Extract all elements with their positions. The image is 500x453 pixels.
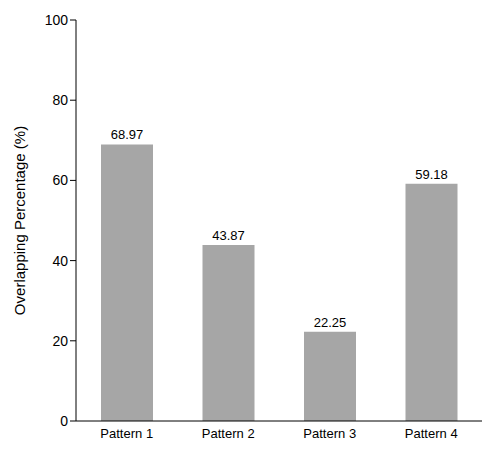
svg-text:100: 100 bbox=[45, 12, 69, 28]
svg-text:22.25: 22.25 bbox=[314, 315, 347, 330]
svg-text:Overlapping Percentage (%): Overlapping Percentage (%) bbox=[11, 126, 28, 315]
svg-text:60: 60 bbox=[52, 172, 68, 188]
svg-text:20: 20 bbox=[52, 333, 68, 349]
svg-text:Pattern 1: Pattern 1 bbox=[100, 426, 153, 441]
svg-text:43.87: 43.87 bbox=[212, 228, 245, 243]
svg-text:68.97: 68.97 bbox=[111, 127, 144, 142]
svg-text:Pattern 4: Pattern 4 bbox=[405, 426, 458, 441]
svg-text:40: 40 bbox=[52, 253, 68, 269]
svg-text:59.18: 59.18 bbox=[415, 167, 448, 182]
svg-text:0: 0 bbox=[60, 413, 68, 429]
svg-text:Pattern 3: Pattern 3 bbox=[303, 426, 356, 441]
svg-text:80: 80 bbox=[52, 92, 68, 108]
svg-text:Pattern 2: Pattern 2 bbox=[202, 426, 255, 441]
